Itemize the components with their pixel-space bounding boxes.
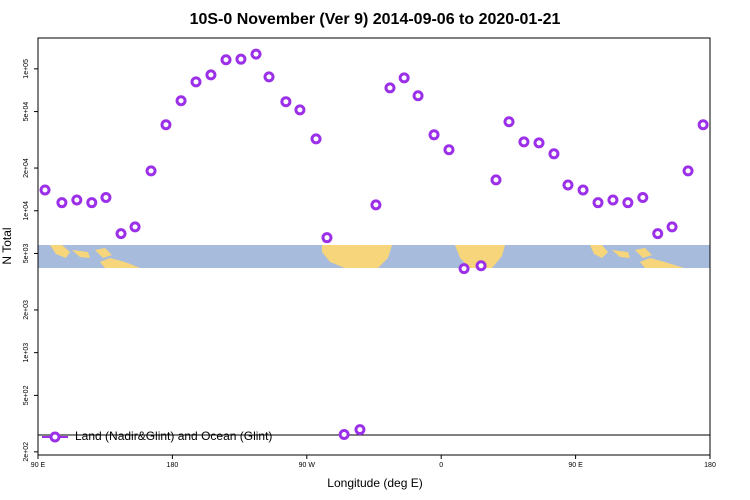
legend-label: Land (Nadir&Glint) and Ocean (Glint) xyxy=(75,429,272,443)
point xyxy=(280,96,292,108)
x-tick-label: 90 E xyxy=(568,462,583,469)
point xyxy=(458,263,470,275)
point xyxy=(607,194,619,206)
point xyxy=(220,54,232,66)
legend-swatch-marker xyxy=(49,431,61,443)
x-tick-label: 90 E xyxy=(31,462,46,469)
point xyxy=(490,174,502,186)
point xyxy=(548,148,560,160)
x-axis-label: Longitude (deg E) xyxy=(327,476,422,490)
x-tick-label: 90 W xyxy=(299,462,316,469)
point xyxy=(398,72,410,84)
point xyxy=(175,95,187,107)
point xyxy=(384,82,396,94)
point xyxy=(354,424,366,436)
point xyxy=(115,228,127,240)
point xyxy=(577,184,589,196)
point xyxy=(637,192,649,204)
y-tick-label: 2e+02 xyxy=(23,442,30,462)
point xyxy=(263,71,275,83)
point xyxy=(100,192,112,204)
y-axis-label: N Total xyxy=(0,227,14,264)
point xyxy=(310,133,322,145)
point xyxy=(321,232,333,244)
x-tick-label: 0 xyxy=(439,462,443,469)
y-tick-label: 5e+03 xyxy=(23,244,30,264)
point xyxy=(533,137,545,149)
point xyxy=(370,199,382,211)
point xyxy=(412,90,424,102)
point xyxy=(503,116,515,128)
chart-title: 10S-0 November (Ver 9) 2014-09-06 to 202… xyxy=(190,11,561,28)
point xyxy=(622,197,634,209)
point xyxy=(205,69,217,81)
point xyxy=(475,260,487,272)
point xyxy=(129,221,141,233)
y-tick-label: 1e+03 xyxy=(23,343,30,363)
point xyxy=(190,76,202,88)
point xyxy=(697,119,709,131)
point xyxy=(652,228,664,240)
x-tick-label: 180 xyxy=(704,462,716,469)
point xyxy=(294,104,306,116)
point xyxy=(56,197,68,209)
y-tick-label: 2e+04 xyxy=(23,158,30,178)
point xyxy=(666,221,678,233)
point xyxy=(592,197,604,209)
point xyxy=(39,184,51,196)
point xyxy=(443,144,455,156)
point xyxy=(682,165,694,177)
point xyxy=(71,194,83,206)
point xyxy=(518,136,530,148)
point xyxy=(562,179,574,191)
point xyxy=(235,53,247,65)
x-tick-label: 180 xyxy=(167,462,179,469)
point xyxy=(160,119,172,131)
y-tick-label: 2e+03 xyxy=(23,300,30,320)
plot-frame xyxy=(37,37,711,456)
point xyxy=(145,165,157,177)
point xyxy=(86,197,98,209)
y-tick-label: 1e+05 xyxy=(23,59,30,79)
point xyxy=(338,428,350,440)
y-tick-label: 1e+04 xyxy=(23,201,30,221)
point xyxy=(250,48,262,60)
map-land xyxy=(50,245,684,268)
y-tick-label: 5e+04 xyxy=(23,102,30,122)
y-tick-label: 5e+02 xyxy=(23,385,30,405)
point xyxy=(428,129,440,141)
